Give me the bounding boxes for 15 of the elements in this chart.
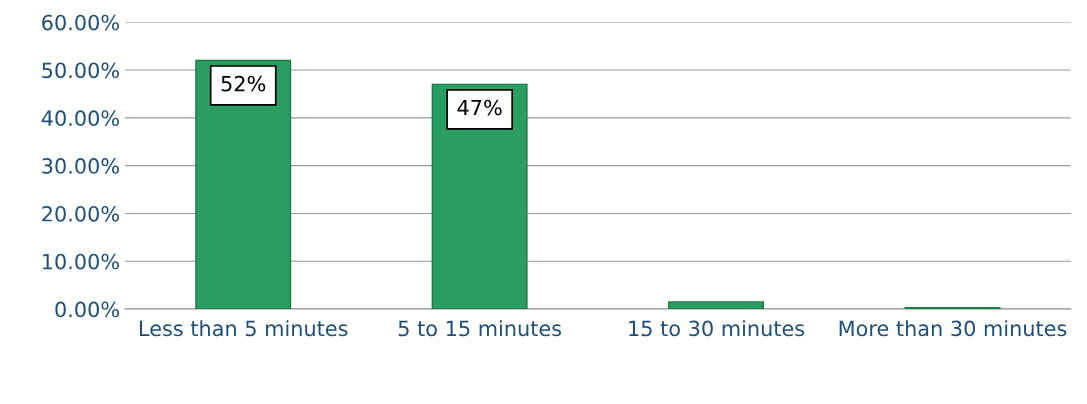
- y-tick-label: 10.00%: [43, 253, 119, 270]
- y-tick-label: 30.00%: [42, 158, 119, 174]
- x-tick-label: More than 30 minutes: [839, 320, 1067, 337]
- y-tick-label: 0.00%: [55, 301, 119, 318]
- x-tick-label: Less than 5 minutes: [139, 320, 348, 337]
- y-tick-label: 20.00%: [42, 205, 119, 222]
- y-tick-label: 50.00%: [42, 62, 119, 79]
- bar: [668, 301, 765, 310]
- x-tick-label: 15 to 30 minutes: [629, 320, 805, 337]
- data-label: 52%: [221, 75, 266, 92]
- y-tick-label: 40.00%: [41, 110, 119, 127]
- y-tick-label: 60.00%: [42, 14, 119, 31]
- data-label: 47%: [457, 99, 502, 116]
- x-tick-label: 5 to 15 minutes: [398, 320, 562, 337]
- bar: [195, 59, 292, 310]
